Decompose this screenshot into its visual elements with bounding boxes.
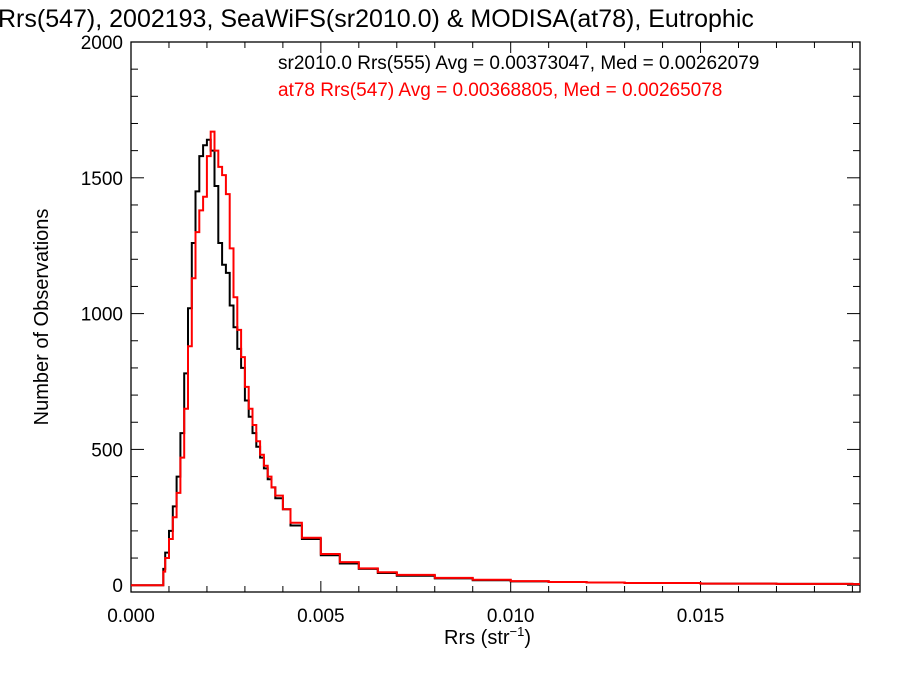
x-axis-label-main: Rrs (str: [444, 627, 510, 649]
plot-frame: [130, 41, 861, 593]
x-axis-label-superscript: −1: [510, 624, 525, 639]
x-axis-label-close: ): [524, 627, 531, 649]
chart-title: Rrs(547), 2002193, SeaWiFS(sr2010.0) & M…: [0, 5, 754, 33]
legend-entry-at78: at78 Rrs(547) Avg = 0.00368805, Med = 0.…: [278, 80, 722, 101]
series-at78-line: [131, 130, 860, 587]
axis-ticks: [130, 41, 860, 592]
x-tick-label: 0.010: [487, 606, 535, 627]
x-tick-label: 0.005: [297, 606, 345, 627]
y-tick-label: 1000: [81, 305, 123, 326]
legend-entry-sr2010: sr2010.0 Rrs(555) Avg = 0.00373047, Med …: [278, 53, 759, 74]
x-tick-label: 0.000: [107, 606, 155, 627]
x-tick-label: 0.015: [677, 606, 725, 627]
y-tick-label: 2000: [81, 33, 123, 54]
x-axis-label: Rrs (str−1): [444, 624, 531, 649]
y-tick-label: 500: [91, 440, 123, 461]
y-tick-label: 1500: [81, 169, 123, 190]
y-axis-label: Number of Observations: [31, 209, 53, 426]
series-lines: [131, 130, 860, 587]
y-tick-label: 0: [112, 576, 123, 597]
axis-tick-labels: 0.000 0.005 0.010 0.015 0 500 1000 1500 2000: [81, 33, 725, 627]
